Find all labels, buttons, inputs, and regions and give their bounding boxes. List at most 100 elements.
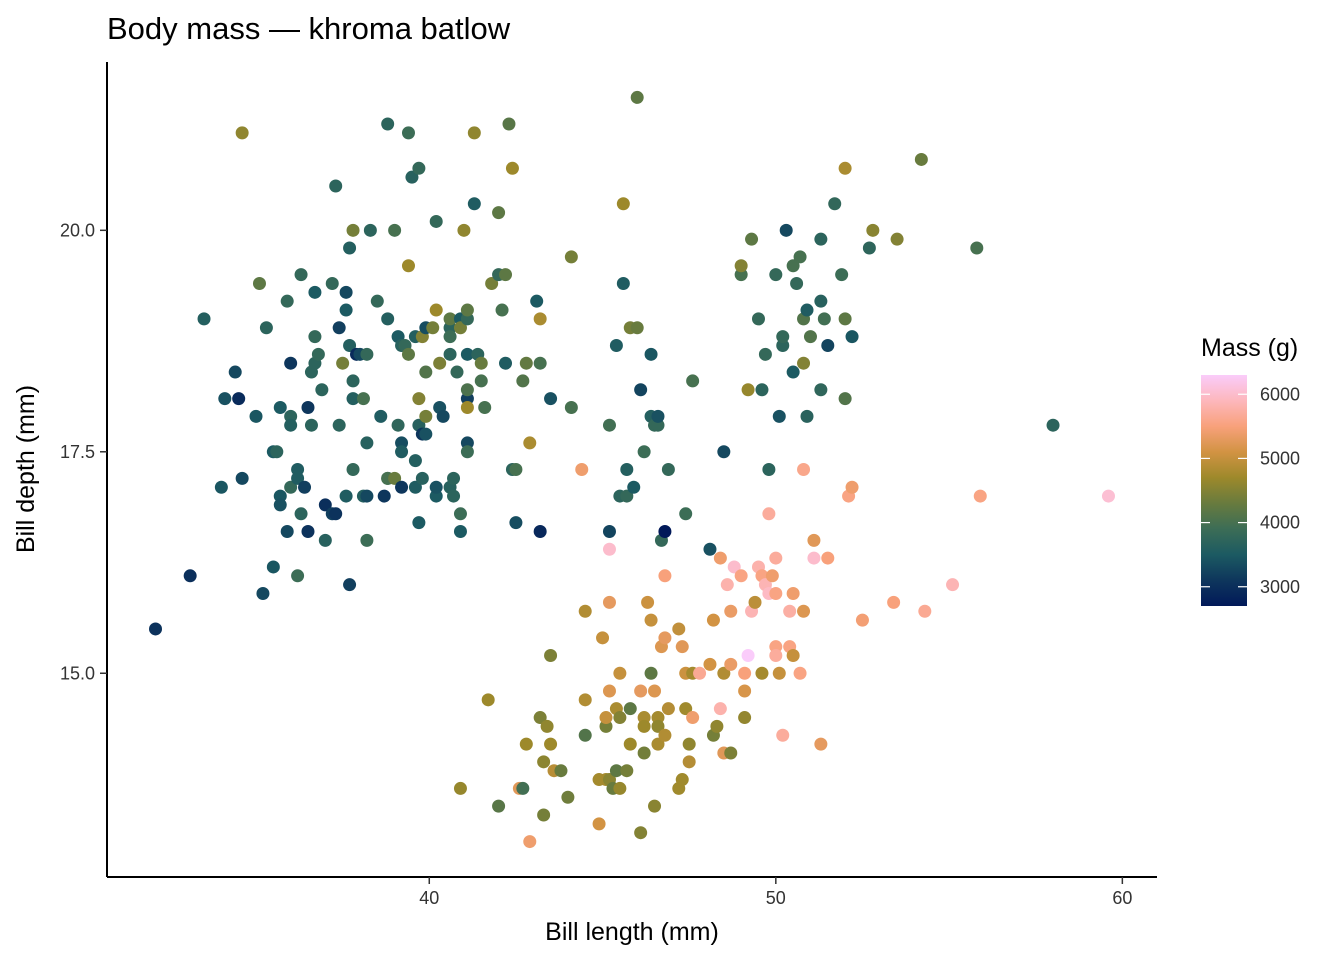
data-point (388, 471, 402, 485)
data-point (537, 808, 551, 822)
data-point (783, 604, 797, 618)
legend: Mass (g) 3000 4000 5000 6000 (1201, 334, 1300, 606)
data-point (467, 197, 481, 211)
data-point (814, 737, 828, 751)
data-point (807, 533, 821, 547)
data-point (405, 170, 419, 184)
data-point (651, 719, 665, 733)
data-point (866, 223, 880, 237)
data-point (474, 374, 488, 388)
data-point (918, 604, 932, 618)
data-point (339, 285, 353, 299)
data-point (602, 542, 616, 556)
data-point (686, 711, 700, 725)
data-point (519, 737, 533, 751)
data-point (772, 409, 786, 423)
y-ticks: 15.0 17.5 20.0 (60, 220, 107, 683)
data-point (616, 197, 630, 211)
data-point (973, 489, 987, 503)
data-point (575, 463, 589, 476)
data-point (280, 525, 294, 539)
data-point (734, 259, 748, 273)
data-point (661, 702, 675, 716)
data-point (533, 312, 547, 326)
data-point (623, 737, 637, 751)
data-point (533, 356, 547, 370)
data-point (467, 126, 481, 140)
data-point (329, 507, 343, 521)
data-point (232, 392, 246, 406)
data-point (453, 507, 467, 521)
data-point (710, 719, 724, 733)
y-tick-label: 20.0 (60, 220, 95, 240)
data-point (658, 631, 672, 645)
data-point (713, 551, 727, 565)
data-point (433, 356, 447, 370)
data-point (343, 578, 357, 592)
data-point (838, 392, 852, 406)
data-point (284, 418, 298, 432)
data-point (658, 525, 672, 539)
data-point (786, 365, 800, 379)
data-point (450, 365, 464, 379)
data-point (284, 356, 298, 370)
data-point (329, 179, 343, 193)
data-point (381, 117, 395, 131)
data-point (343, 338, 357, 352)
data-point (762, 507, 776, 521)
legend-tick-label: 4000 (1260, 513, 1300, 533)
data-point (609, 764, 623, 778)
data-point (252, 276, 266, 290)
data-point (377, 489, 391, 503)
data-point (634, 383, 648, 397)
data-point (741, 383, 755, 397)
data-point (679, 507, 693, 521)
data-point (578, 693, 592, 707)
data-point (298, 480, 312, 494)
data-point (554, 764, 568, 778)
data-point (183, 569, 197, 583)
data-point (332, 321, 346, 335)
data-point (682, 755, 696, 769)
data-point (291, 471, 305, 485)
data-point (419, 409, 433, 423)
data-point (599, 711, 613, 725)
data-point (738, 684, 752, 698)
data-point (259, 321, 273, 335)
data-point (675, 773, 689, 787)
data-point (457, 223, 471, 237)
data-point (381, 312, 395, 326)
data-point (530, 294, 544, 308)
data-point (460, 383, 474, 397)
data-point (814, 383, 828, 397)
data-point (228, 365, 242, 379)
data-point (765, 569, 779, 583)
data-point (613, 711, 627, 725)
data-point (686, 374, 700, 388)
data-point (797, 356, 811, 370)
data-point (256, 587, 270, 601)
data-point (797, 463, 811, 476)
data-point (786, 259, 800, 273)
data-point (519, 356, 533, 370)
data-point (266, 560, 280, 574)
data-point (492, 799, 506, 813)
data-point (460, 347, 474, 361)
data-point (485, 276, 499, 290)
data-point (443, 347, 457, 361)
data-point (301, 400, 315, 414)
data-point (453, 321, 467, 335)
data-point (706, 613, 720, 627)
data-point (339, 489, 353, 503)
data-point (370, 294, 384, 308)
data-point (592, 817, 606, 831)
data-point (793, 250, 807, 264)
data-point (658, 728, 672, 742)
data-point (149, 622, 163, 636)
data-point (218, 392, 232, 406)
data-point (249, 409, 263, 423)
data-point (273, 400, 287, 414)
data-point (280, 294, 294, 308)
data-point (578, 604, 592, 618)
data-point (727, 560, 741, 574)
